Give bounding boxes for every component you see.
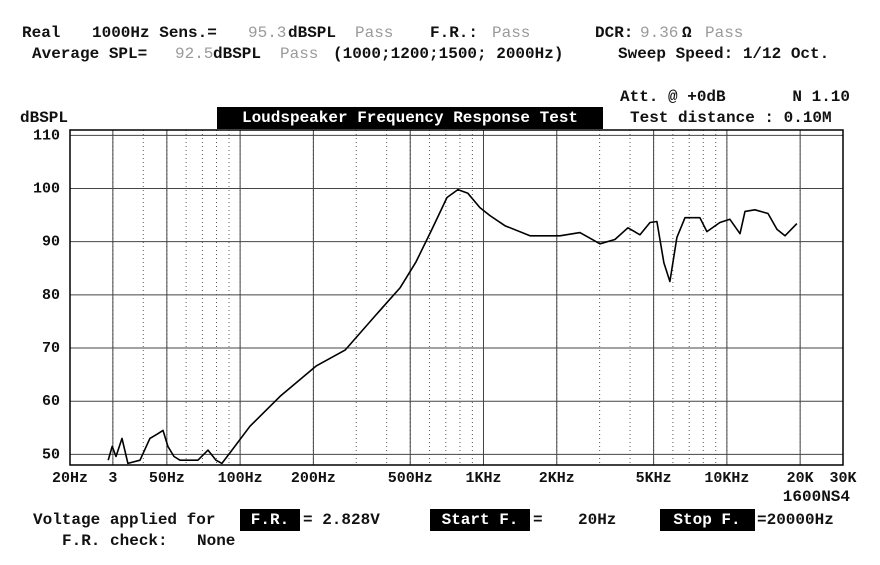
y-axis-label: dBSPL xyxy=(20,109,68,127)
header-value: 9.36 xyxy=(640,24,678,42)
header-value: 95.3 xyxy=(248,24,286,42)
x-tick-label: 30K xyxy=(829,470,856,487)
x-tick-label: 5KHz xyxy=(636,470,672,487)
y-tick-label: 110 xyxy=(33,127,60,144)
footer-value: 20Hz xyxy=(578,511,616,529)
button[interactable] xyxy=(430,509,530,531)
x-tick-label: 500Hz xyxy=(388,470,433,487)
x-tick-label: 200Hz xyxy=(291,470,336,487)
footer-text: F.R. check: xyxy=(62,532,168,550)
header-text: dBSPL xyxy=(288,24,336,42)
header-text: DCR: xyxy=(595,24,633,42)
header-text: 1000Hz Sens.= xyxy=(92,24,217,42)
x-tick-label: 10KHz xyxy=(704,470,749,487)
attenuation: Att. @ +0dB xyxy=(620,88,726,106)
header-text: (1000;1200;1500; 2000Hz) xyxy=(333,45,563,63)
y-tick-label: 90 xyxy=(42,234,60,251)
footer-value: None xyxy=(197,532,235,550)
x-tick-label: 20K xyxy=(787,470,814,487)
header-text: dBSPL xyxy=(213,45,261,63)
test-distance: Test distance : 0.10M xyxy=(630,109,832,127)
header-status: Pass xyxy=(280,45,318,63)
y-tick-label: 60 xyxy=(42,393,60,410)
x-tick-label: 100Hz xyxy=(218,470,263,487)
button[interactable] xyxy=(660,509,755,531)
x-tick-label: 1KHz xyxy=(465,470,501,487)
x-tick-label: 2KHz xyxy=(539,470,575,487)
header-text: Ω xyxy=(682,24,692,42)
y-tick-label: 50 xyxy=(42,446,60,463)
footer-text: Voltage applied for xyxy=(33,511,215,529)
button-label[interactable]: F.R. xyxy=(251,511,289,529)
title-box xyxy=(217,107,603,129)
footer-value: =20000Hz xyxy=(757,511,834,529)
header-text: Real xyxy=(22,24,60,42)
header-text: Average SPL= xyxy=(32,45,147,63)
model: 1600NS4 xyxy=(783,488,851,506)
header-status: Pass xyxy=(705,24,743,42)
y-tick-label: 70 xyxy=(42,340,60,357)
footer-value: = 2.828V xyxy=(303,511,380,529)
y-tick-label: 100 xyxy=(33,180,60,197)
button[interactable] xyxy=(240,509,300,531)
button-label[interactable]: Start F. xyxy=(442,511,519,529)
y-tick-label: 80 xyxy=(42,287,60,304)
header-text: Sweep Speed: 1/12 Oct. xyxy=(618,45,829,63)
header-value: 92.5 xyxy=(175,45,213,63)
plot-frame xyxy=(69,129,844,466)
version: N 1.10 xyxy=(792,88,850,106)
x-tick-label: 20Hz xyxy=(52,470,88,487)
chart-title: Loudspeaker Frequency Response Test xyxy=(242,109,578,127)
footer-text: = xyxy=(533,511,543,529)
x-tick-label: 3 xyxy=(108,470,117,487)
header-status: Pass xyxy=(492,24,530,42)
header-text: F.R.: xyxy=(430,24,478,42)
header-status: Pass xyxy=(355,24,393,42)
x-tick-label: 50Hz xyxy=(149,470,185,487)
button-label[interactable]: Stop F. xyxy=(673,511,740,529)
response-curve xyxy=(107,188,798,465)
